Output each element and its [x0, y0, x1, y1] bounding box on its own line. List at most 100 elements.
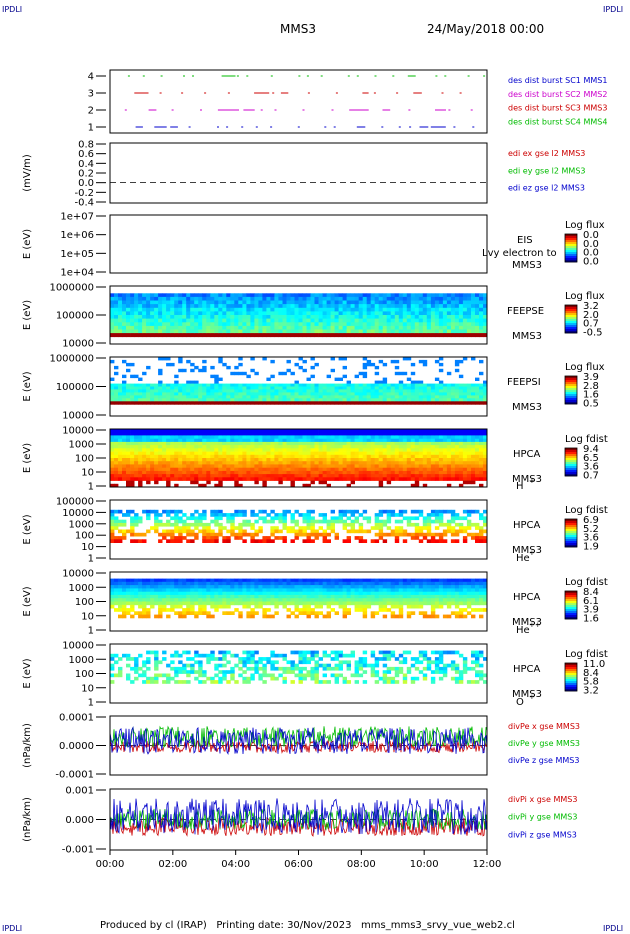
heatmap-cell: [422, 532, 428, 537]
heatmap-cell: [483, 585, 488, 589]
heatmap-cell: [166, 392, 171, 396]
heatmap-cell: [378, 509, 384, 514]
heatmap-cell: [190, 578, 195, 583]
heatmap-cell: [418, 398, 424, 402]
heatmap-cell: [266, 329, 271, 334]
heatmap-cell: [471, 536, 476, 540]
heatmap-cell: [390, 594, 396, 599]
heatmap-cell: [370, 601, 376, 606]
heatmap-cell: [234, 461, 239, 465]
heatmap-cell: [326, 325, 331, 330]
heatmap-cell: [438, 318, 444, 323]
heatmap-cell: [334, 458, 339, 462]
heatmap-cell: [398, 588, 404, 593]
heatmap-cell: [366, 392, 372, 396]
heatmap-cell: [250, 614, 255, 619]
heatmap-cell: [250, 438, 255, 443]
heatmap-cell: [475, 438, 480, 443]
heatmap-cell: [483, 386, 488, 390]
heatmap-cell: [138, 483, 143, 488]
heatmap-cell: [318, 578, 323, 583]
heatmap-cell: [166, 318, 171, 323]
heatmap-cell: [110, 539, 115, 543]
heatmap-cell: [246, 454, 251, 459]
heatmap-cell: [294, 461, 299, 465]
heatmap-cell: [110, 383, 115, 387]
heatmap-cell: [250, 325, 255, 330]
heatmap-cell: [202, 448, 207, 452]
heatmap-cell: [378, 392, 384, 396]
heatmap-cell: [346, 432, 351, 436]
heatmap-cell: [322, 318, 327, 323]
heatmap-cell: [110, 673, 115, 678]
heatmap-cell: [418, 591, 424, 596]
heatmap-cell: [254, 389, 259, 393]
heatmap-cell: [454, 329, 460, 334]
heatmap-cell: [402, 300, 408, 305]
heatmap-cell: [358, 474, 364, 478]
heatmap-cell: [362, 454, 368, 459]
heatmap-cell: [190, 611, 195, 615]
heatmap-cell: [330, 307, 335, 312]
heatmap-cell: [170, 477, 175, 481]
heatmap-cell: [322, 578, 327, 583]
heatmap-cell: [238, 438, 243, 443]
heatmap-cell: [310, 591, 315, 596]
heatmap-cell: [146, 611, 151, 615]
heatmap-cell: [110, 435, 115, 439]
heatmap-cell: [370, 398, 376, 402]
heatmap-cell: [222, 296, 227, 301]
heatmap-cell: [418, 581, 424, 586]
heatmap-cell: [162, 318, 167, 323]
heatmap-cell: [346, 435, 351, 439]
heatmap-cell: [214, 467, 219, 472]
heatmap-cell: [310, 539, 315, 543]
heatmap-cell: [278, 322, 283, 327]
heatmap-cell: [346, 591, 351, 596]
heatmap-cell: [182, 325, 187, 330]
heatmap-cell: [394, 441, 400, 446]
heatmap-cell: [246, 451, 251, 456]
heatmap-cell: [210, 461, 215, 465]
heatmap-cell: [146, 392, 151, 396]
heatmap-cell: [310, 464, 315, 468]
heatmap-cell: [318, 318, 323, 323]
heatmap-cell: [354, 374, 359, 379]
heatmap-cell: [362, 594, 368, 599]
heatmap-cell: [450, 392, 456, 396]
heatmap-cell: [342, 315, 347, 319]
heatmap-cell: [214, 536, 219, 540]
heatmap-cell: [418, 509, 424, 514]
heatmap-cell: [334, 594, 339, 599]
heatmap-cell: [118, 333, 123, 338]
heatmap-cell: [170, 392, 175, 396]
heatmap-cell: [471, 333, 476, 338]
heatmap-cell: [334, 398, 339, 402]
heatmap-cell: [162, 329, 167, 334]
heatmap-cell: [354, 307, 359, 312]
heatmap-cell: [246, 474, 251, 478]
heatmap-cell: [406, 601, 412, 606]
heatmap-cell: [334, 578, 339, 583]
heatmap-cell: [438, 304, 444, 309]
heatmap-cell: [366, 441, 372, 446]
heatmap-cell: [462, 526, 468, 530]
heatmap-cell: [162, 325, 167, 330]
heatmap-cell: [290, 539, 295, 543]
heatmap-cell: [475, 395, 480, 399]
heatmap-cell: [450, 293, 456, 298]
heatmap-cell: [226, 383, 231, 387]
heatmap-cell: [326, 304, 331, 309]
heatmap-cell: [286, 401, 291, 405]
heatmap-cell: [238, 588, 243, 593]
heatmap-cell: [306, 477, 311, 481]
heatmap-cell: [126, 585, 131, 589]
heatmap-cell: [158, 591, 163, 596]
heatmap-cell: [410, 445, 416, 449]
heatmap-cell: [190, 398, 195, 402]
heatmap-cell: [302, 451, 307, 456]
heatmap-cell: [306, 516, 311, 521]
heatmap-cell: [262, 329, 267, 334]
heatmap-cell: [214, 325, 219, 330]
heatmap-cell: [330, 519, 335, 524]
